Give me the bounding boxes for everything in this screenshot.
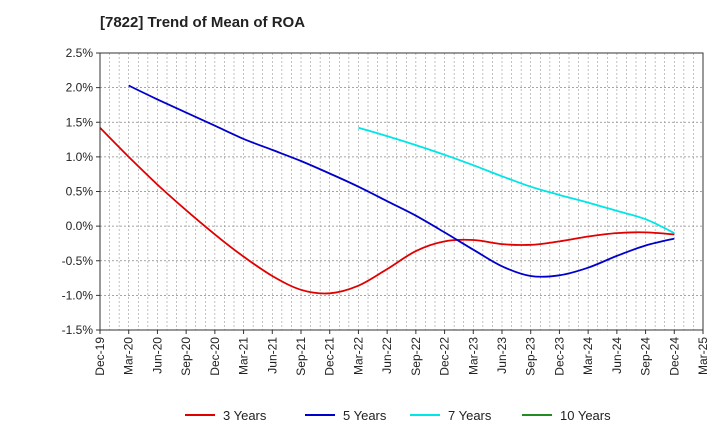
y-tick-label: 1.0% xyxy=(66,150,94,164)
x-tick-label: Sep-24 xyxy=(639,337,653,376)
y-tick-label: -0.5% xyxy=(62,254,94,268)
x-tick-label: Dec-22 xyxy=(438,337,452,376)
y-tick-label: -1.5% xyxy=(62,323,94,337)
x-tick-label: Jun-21 xyxy=(265,337,279,374)
x-tick-label: Mar-24 xyxy=(581,337,595,375)
series-layer xyxy=(99,84,675,295)
y-tick-label: 1.5% xyxy=(66,115,94,129)
x-tick-label: Mar-20 xyxy=(122,337,136,375)
y-tick-label: -1.0% xyxy=(62,288,94,302)
x-tick-label: Dec-21 xyxy=(323,337,337,376)
y-tick-label: 0.5% xyxy=(66,185,94,199)
series-line-1 xyxy=(128,84,675,278)
x-tick-label: Dec-20 xyxy=(208,337,222,376)
legend-label-2: 7 Years xyxy=(448,408,492,423)
x-tick-label: Sep-20 xyxy=(179,337,193,376)
x-tick-label: Sep-21 xyxy=(294,337,308,376)
x-tick-label: Dec-24 xyxy=(667,337,681,376)
grid-lines xyxy=(99,52,704,331)
x-tick-label: Dec-19 xyxy=(93,337,107,376)
x-tick-label: Mar-25 xyxy=(696,337,710,375)
x-tick-label: Mar-23 xyxy=(466,337,480,375)
series-line-2 xyxy=(358,126,675,234)
x-tick-label: Jun-20 xyxy=(150,337,164,374)
legend-label-1: 5 Years xyxy=(343,408,387,423)
x-tick-label: Sep-23 xyxy=(524,337,538,376)
x-tick-label: Mar-22 xyxy=(351,337,365,375)
y-tick-label: 2.0% xyxy=(66,81,94,95)
y-tick-label: 0.0% xyxy=(66,219,94,233)
y-tick-label: 2.5% xyxy=(66,46,94,60)
chart-title: [7822] Trend of Mean of ROA xyxy=(100,14,306,31)
x-axis: Dec-19 Mar-20 Jun-20 Sep-20 Dec-20 Mar-21 Jun-… xyxy=(93,330,710,376)
x-tick-label: Jun-22 xyxy=(380,337,394,374)
y-axis: 2.5% 2.0% 1.5% 1.0% 0.5% 0.0% -0.5% -1.0% -1.5% xyxy=(62,46,100,337)
x-tick-label: Sep-22 xyxy=(409,337,423,376)
x-tick-label: Jun-23 xyxy=(495,337,509,374)
legend-label-3: 10 Years xyxy=(560,408,611,423)
x-tick-label: Mar-21 xyxy=(237,337,251,375)
x-tick-label: Jun-24 xyxy=(610,337,624,374)
legend: 3 Years 5 Years 7 Years 10 Years xyxy=(185,408,611,423)
x-tick-label: Dec-23 xyxy=(552,337,566,376)
series-line-0 xyxy=(99,127,675,295)
legend-label-0: 3 Years xyxy=(223,408,267,423)
